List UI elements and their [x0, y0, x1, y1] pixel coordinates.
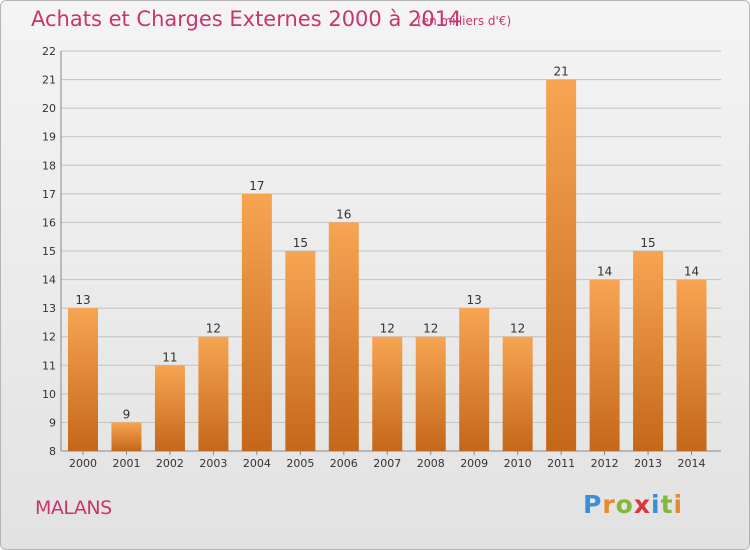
bar — [502, 336, 533, 451]
bar-value-label: 14 — [684, 265, 699, 279]
y-tick-label: 10 — [42, 388, 56, 401]
bar-value-label: 13 — [75, 293, 90, 307]
town-name: MALANS — [35, 497, 112, 519]
y-tick-label: 16 — [42, 216, 56, 229]
bar — [328, 222, 359, 451]
bar — [546, 79, 577, 452]
x-tick-label: 2011 — [547, 457, 575, 470]
x-tick-label: 2004 — [243, 457, 271, 470]
y-tick-label: 17 — [42, 188, 56, 201]
bar — [111, 422, 142, 451]
bar — [459, 308, 490, 451]
y-tick-label: 19 — [42, 131, 56, 144]
logo-letter: P — [583, 490, 603, 519]
x-tick-label: 2010 — [504, 457, 532, 470]
logo-letter: o — [615, 490, 634, 519]
logo-letter: i — [673, 490, 684, 519]
y-tick-label: 8 — [49, 445, 56, 458]
x-tick-label: 2008 — [417, 457, 445, 470]
bar — [285, 251, 316, 451]
bar-value-label: 12 — [380, 322, 395, 336]
x-tick-label: 2007 — [373, 457, 401, 470]
tick-labels: 8 9 10 11 12 13 14 15 16 17 18 19 20 21 22 2000 2001 2002… — [42, 45, 706, 470]
bars — [68, 79, 707, 452]
value-labels: 13 9 11 12 17 15 16 12 12 13 12 21 14 15 14 — [75, 65, 699, 422]
x-tick-label: 2003 — [199, 457, 227, 470]
x-tick-label: 2000 — [69, 457, 97, 470]
y-tick-label: 11 — [42, 359, 56, 372]
bar-value-label: 11 — [162, 350, 177, 364]
y-tick-label: 9 — [49, 416, 56, 429]
bar-value-label: 17 — [249, 179, 264, 193]
y-tick-label: 21 — [42, 74, 56, 87]
bar — [241, 193, 272, 451]
x-tick-label: 2006 — [330, 457, 358, 470]
bar — [154, 365, 185, 451]
bar — [633, 251, 664, 451]
bar-value-label: 12 — [423, 322, 438, 336]
x-tick-label: 2009 — [460, 457, 488, 470]
bar-value-label: 15 — [293, 236, 308, 250]
logo-letter: i — [651, 490, 661, 519]
x-tick-label: 2014 — [678, 457, 706, 470]
x-tick-label: 2013 — [634, 457, 662, 470]
chart-unit: (en milliers d'€) — [417, 14, 512, 28]
x-tick-label: 2005 — [286, 457, 314, 470]
logo-letter: t — [660, 490, 674, 519]
bar-value-label: 21 — [553, 65, 568, 79]
logo-letter: r — [602, 490, 616, 519]
chart-title: Achats et Charges Externes 2000 à 2014 — [31, 7, 462, 31]
bar-value-label: 12 — [206, 322, 221, 336]
x-tick-label: 2002 — [156, 457, 184, 470]
bar-value-label: 15 — [640, 236, 655, 250]
bar — [372, 336, 403, 451]
bar-value-label: 9 — [123, 407, 131, 421]
bar — [68, 308, 98, 451]
y-tick-label: 12 — [42, 331, 56, 344]
bar-value-label: 14 — [597, 265, 612, 279]
bar — [589, 279, 620, 451]
proxiti-logo: Proxiti — [583, 490, 683, 519]
x-tick-label: 2012 — [591, 457, 619, 470]
y-tick-label: 14 — [42, 274, 56, 287]
logo-letter: x — [633, 490, 651, 519]
bar-value-label: 13 — [467, 293, 482, 307]
bar-value-label: 16 — [336, 207, 351, 221]
bar — [198, 336, 229, 451]
y-tick-label: 18 — [42, 159, 56, 172]
y-tick-label: 22 — [42, 45, 56, 58]
bar-value-label: 12 — [510, 322, 525, 336]
bar — [415, 336, 446, 451]
y-tick-label: 13 — [42, 302, 56, 315]
x-tick-label: 2001 — [112, 457, 140, 470]
bar — [676, 279, 707, 451]
y-tick-label: 20 — [42, 102, 56, 115]
y-tick-label: 15 — [42, 245, 56, 258]
